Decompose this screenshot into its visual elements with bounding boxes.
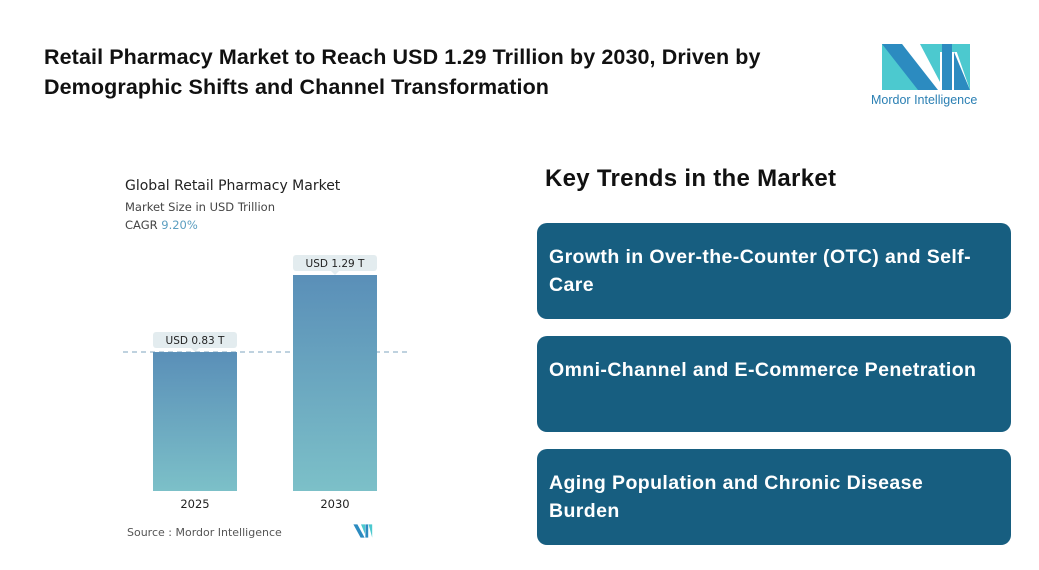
data-label-bg [293,255,377,271]
page-title: Retail Pharmacy Market to Reach USD 1.29… [44,45,761,99]
cagr-label: CAGR [125,218,158,232]
chart-subtitle: Market Size in USD Trillion [125,200,275,214]
x-tick-label: 2030 [320,497,349,511]
trends-heading: Key Trends in the Market [545,165,837,192]
data-label-pointer [331,271,339,275]
mini-logo-icon [353,524,373,538]
trend-card: Omni-Channel and E-Commerce Penetration [537,336,1011,432]
cagr: CAGR 9.20% [125,218,198,232]
source-note: Source : Mordor Intelligence [127,526,282,539]
x-tick-label: 2025 [180,497,209,511]
trend-card: Aging Population and Chronic Disease Bur… [537,449,1011,545]
trend-card: Growth in Over-the-Counter (OTC) and Sel… [537,223,1011,319]
data-label-bg [153,332,237,349]
data-label: USD 0.83 T [166,335,225,347]
mordor-logo-icon [882,44,970,90]
bar [153,352,237,491]
data-label-pointer [191,348,199,353]
chart-title: Global Retail Pharmacy Market [125,178,341,194]
cagr-value: 9.20% [161,218,198,232]
bar [293,275,377,491]
bar-chart: USD 0.83 T 2025 USD 1.29 T 2030 [123,255,408,511]
logo-text: Mordor Intelligence [871,93,978,107]
data-label: USD 1.29 T [306,258,365,270]
